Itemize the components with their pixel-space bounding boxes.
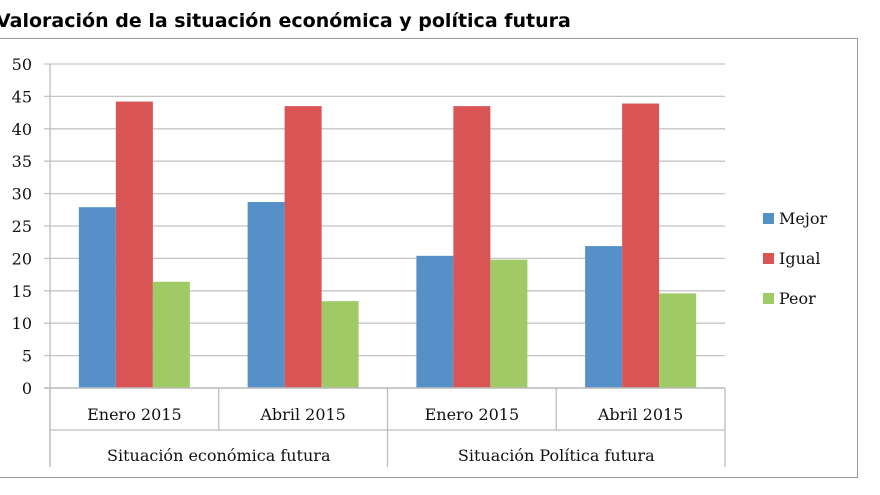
bar-igual <box>284 106 322 389</box>
bar-peor <box>321 301 359 388</box>
category-label: Enero 2015 <box>425 405 520 424</box>
bar-peor <box>490 259 528 388</box>
group-label: Situación Política futura <box>458 446 655 465</box>
bar-mejor <box>78 207 116 388</box>
bar-peor <box>659 293 697 388</box>
y-tick-label: 10 <box>12 314 32 333</box>
bar-igual <box>453 106 491 389</box>
legend-swatch-igual <box>763 253 774 264</box>
y-tick-label: 0 <box>22 379 32 398</box>
bar-peor <box>152 281 190 388</box>
y-tick-label: 40 <box>12 120 32 139</box>
y-tick-label: 20 <box>12 249 32 268</box>
y-tick-label: 25 <box>12 217 32 236</box>
y-tick-label: 15 <box>12 282 32 301</box>
bar-mejor <box>585 246 623 388</box>
legend-swatch-peor <box>763 293 774 304</box>
category-label: Abril 2015 <box>259 405 345 424</box>
legend-label: Igual <box>779 249 821 268</box>
bar-igual <box>115 101 153 389</box>
bar-mejor <box>416 255 454 388</box>
bar-igual <box>622 103 660 388</box>
bar-mejor <box>247 202 285 388</box>
chart-frame <box>0 38 858 478</box>
y-tick-label: 50 <box>12 55 32 74</box>
group-label: Situación económica futura <box>107 446 331 465</box>
category-label: Abril 2015 <box>597 405 683 424</box>
chart-title: Valoración de la situación económica y p… <box>0 10 571 32</box>
category-label: Enero 2015 <box>87 405 182 424</box>
y-tick-label: 35 <box>12 152 32 171</box>
legend-swatch-mejor <box>763 213 774 224</box>
y-tick-label: 30 <box>12 185 32 204</box>
y-tick-label: 5 <box>22 347 32 366</box>
y-tick-label: 45 <box>12 87 32 106</box>
legend-label: Peor <box>779 289 816 308</box>
legend-label: Mejor <box>779 209 827 228</box>
